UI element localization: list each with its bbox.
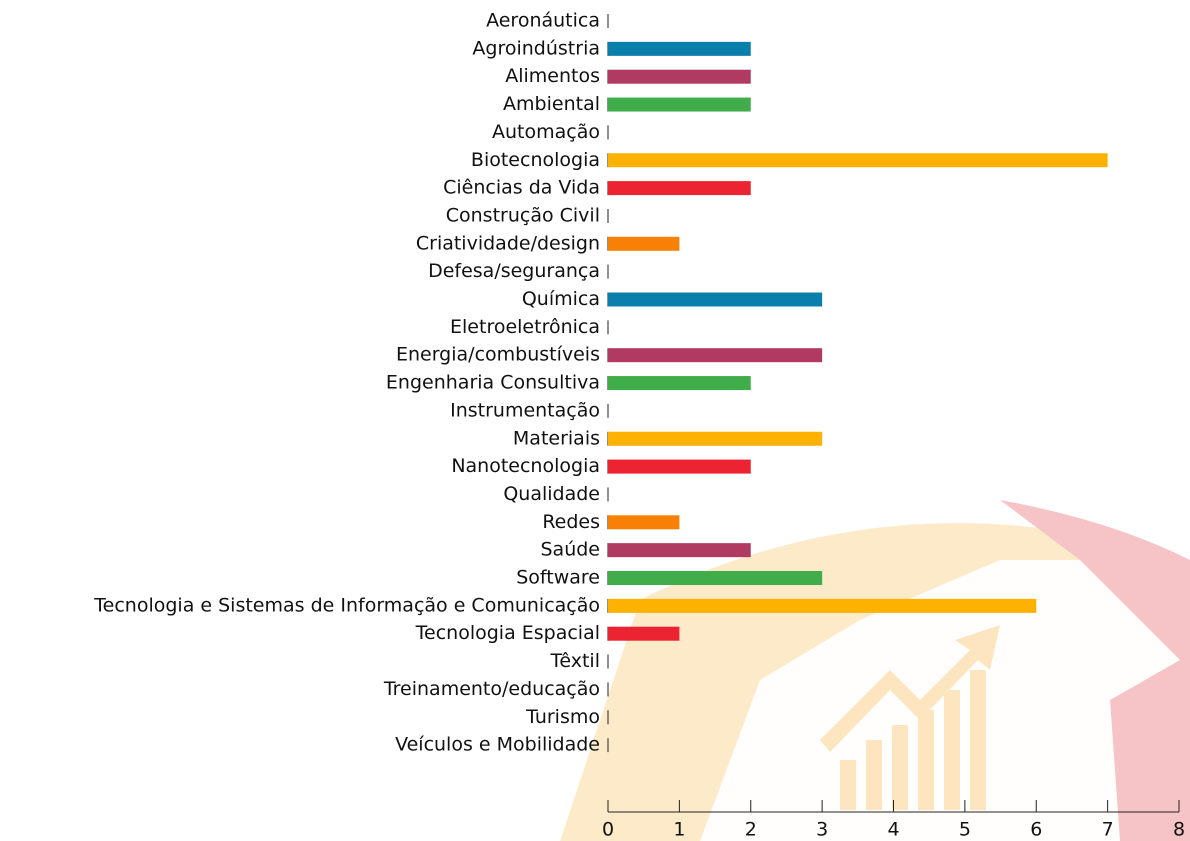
y-tick-label: Química: [522, 288, 600, 310]
y-tick-label: Instrumentação: [450, 399, 600, 421]
y-tick-label: Têxtil: [549, 650, 600, 672]
bar: [608, 543, 751, 557]
y-tick-label: Eletroeletrônica: [450, 316, 600, 338]
y-tick-label: Turismo: [525, 706, 600, 728]
y-tick-label: Construção Civil: [446, 204, 600, 226]
bar: [608, 432, 822, 446]
bar: [608, 376, 751, 390]
y-tick-label: Treinamento/educação: [383, 678, 600, 700]
y-tick-label: Software: [516, 567, 600, 589]
bar: [608, 181, 751, 195]
y-tick-label: Alimentos: [505, 65, 600, 87]
y-tick-label: Tecnologia e Sistemas de Informação e Co…: [93, 594, 600, 616]
bar: [608, 627, 679, 641]
bar: [608, 42, 751, 56]
chart: 0 1 2 3 4 5 6 7 8 Aeronáutica Agroindústria Aliment…: [0, 0, 1190, 841]
y-tick-label: Criatividade/design: [416, 232, 600, 254]
bar: [608, 515, 679, 529]
x-tick-label: 6: [1030, 819, 1042, 841]
x-tick-label: 4: [887, 819, 899, 841]
y-tick-label: Biotecnologia: [471, 149, 600, 171]
y-tick-label: Aeronáutica: [486, 10, 600, 32]
x-tick-label: 7: [1102, 819, 1114, 841]
y-tick-label: Ciências da Vida: [443, 177, 600, 199]
x-tick-label: 2: [745, 819, 757, 841]
bar: [608, 237, 679, 251]
y-tick-label: Automação: [492, 121, 600, 143]
y-tick-label: Materiais: [513, 427, 600, 449]
y-tick-label: Ambiental: [503, 93, 600, 115]
y-tick-label: Tecnologia Espacial: [415, 622, 600, 644]
bar: [608, 293, 822, 307]
y-tick-label: Nanotecnologia: [451, 455, 600, 477]
y-tick-label: Saúde: [541, 539, 601, 561]
bar: [608, 153, 1108, 167]
x-tick-label: 0: [602, 819, 614, 841]
x-tick-label: 1: [673, 819, 685, 841]
bar: [608, 599, 1036, 613]
bar: [608, 460, 751, 474]
bar: [608, 571, 822, 585]
bar: [608, 70, 751, 84]
y-tick-label: Qualidade: [503, 483, 600, 505]
bar: [608, 348, 822, 362]
x-tick-label: 3: [816, 819, 828, 841]
y-tick-label: Defesa/segurança: [428, 260, 600, 282]
y-tick-label: Veículos e Mobilidade: [395, 734, 600, 756]
x-tick-label: 5: [959, 819, 971, 841]
y-tick-label: Redes: [542, 511, 600, 533]
bar: [608, 98, 751, 112]
y-tick-label: Agroindústria: [472, 37, 600, 59]
y-tick-label: Engenharia Consultiva: [386, 372, 600, 394]
y-tick-label: Energia/combustíveis: [396, 344, 600, 366]
x-tick-label: 8: [1173, 819, 1185, 841]
